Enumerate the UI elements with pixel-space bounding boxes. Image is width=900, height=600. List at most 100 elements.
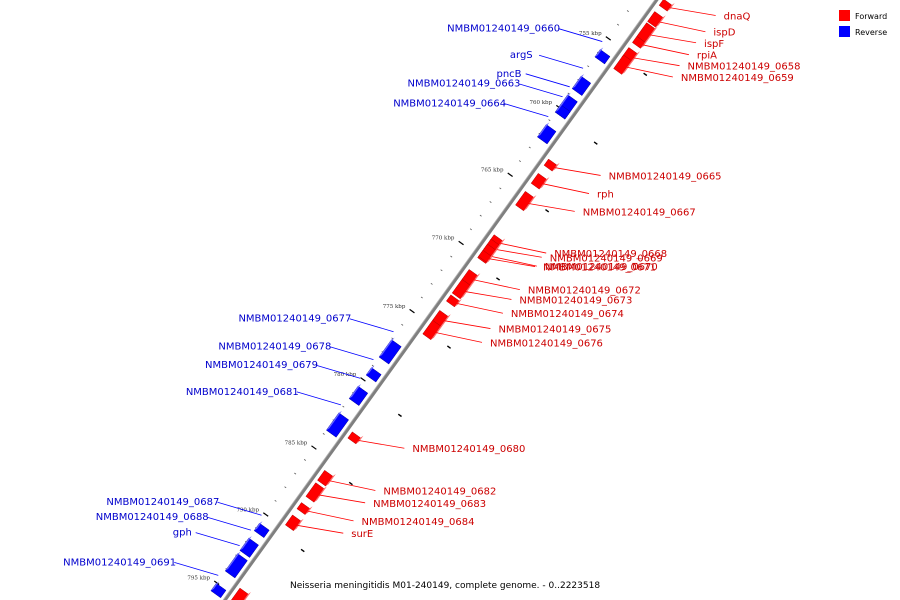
forward-gene-label[interactable]: rpiA <box>697 51 717 62</box>
tick-label: 760 kbp <box>529 100 552 106</box>
tick-mark <box>348 481 353 486</box>
minor-tick-mark <box>518 160 522 163</box>
gene-facet <box>325 474 336 487</box>
gene-leader-line <box>527 203 575 212</box>
forward-gene-NMBM01240149_0683[interactable] <box>305 482 327 503</box>
forward-gene-label[interactable]: NMBM01240149_0682 <box>383 487 496 498</box>
forward-gene-label[interactable]: NMBM01240149_0675 <box>498 325 611 336</box>
forward-gene-label[interactable]: NMBM01240149_0680 <box>412 444 525 455</box>
forward-gene-rph[interactable] <box>530 172 550 190</box>
forward-gene-label[interactable]: NMBM01240149_0669 <box>550 253 663 264</box>
reverse-gene-NMBM01240149_0663[interactable] <box>554 102 571 120</box>
legend-reverse-label: Reverse <box>855 28 887 37</box>
forward-gene-layer: dnaQispDispFrpiANMBM01240149_0658NMBM012… <box>230 0 801 600</box>
forward-gene-NMBM01240149_0684[interactable] <box>296 502 313 515</box>
reverse-gene-label[interactable]: pncB <box>497 69 522 80</box>
forward-gene-label[interactable]: NMBM01240149_0665 <box>609 171 722 182</box>
reverse-gene-label[interactable]: gph <box>173 528 192 539</box>
tick-mark <box>545 208 550 213</box>
tick-mark <box>300 548 305 553</box>
gene-leader-line <box>625 66 673 78</box>
forward-gene-rpiA[interactable] <box>632 35 648 49</box>
forward-gene-label[interactable]: NMBM01240149_0659 <box>681 73 794 84</box>
forward-gene-label[interactable]: NMBM01240149_0671 <box>543 263 656 274</box>
gene-leader-line <box>455 302 504 314</box>
forward-gene-label[interactable]: ispD <box>713 28 735 39</box>
forward-gene-label[interactable]: dnaQ <box>724 11 751 22</box>
reverse-gene-NMBM01240149_0664[interactable] <box>537 122 557 145</box>
forward-gene-label[interactable]: rph <box>597 190 614 201</box>
tick-label: 785 kbp <box>285 440 308 446</box>
forward-gene-label[interactable]: NMBM01240149_0674 <box>511 309 624 320</box>
forward-gene-NMBM01240149_0667[interactable] <box>515 190 537 212</box>
reverse-gene-label[interactable]: argS <box>510 50 533 61</box>
tick-label: 770 kbp <box>432 236 455 242</box>
forward-gene-label[interactable]: NMBM01240149_0667 <box>583 207 696 218</box>
gene-facet <box>539 177 550 190</box>
tick-mark <box>593 141 598 145</box>
forward-gene-label[interactable]: NMBM01240149_0683 <box>373 499 486 510</box>
forward-gene-NMBM01240149_0671[interactable] <box>478 249 495 263</box>
forward-gene-surE[interactable] <box>285 514 304 532</box>
forward-gene-ispD[interactable] <box>647 11 666 28</box>
gene-leader-line <box>315 364 361 379</box>
tick-label: 795 kbp <box>187 575 210 581</box>
forward-gene-NMBM01240149_0659[interactable] <box>613 54 635 75</box>
forward-gene-label[interactable]: surE <box>351 529 373 540</box>
forward-gene-NMBM01240149_0682[interactable] <box>317 469 336 487</box>
legend: Forward Reverse <box>839 10 887 37</box>
forward-gene-NMBM01240149_0680[interactable] <box>347 431 364 445</box>
reverse-gene-label[interactable]: NMBM01240149_0664 <box>393 99 506 110</box>
gene-facet <box>572 74 585 89</box>
forward-gene-label[interactable]: NMBM01240149_0668 <box>554 249 667 260</box>
reverse-gene-NMBM01240149_0678[interactable] <box>365 365 382 383</box>
gene-leader-line <box>499 242 547 254</box>
gene-facet <box>326 410 342 431</box>
forward-gene-NMBM01240149_0676[interactable] <box>422 319 444 341</box>
reverse-gene-NMBM01240149_0681[interactable] <box>326 410 349 438</box>
forward-gene-label[interactable]: NMBM01240149_0672 <box>528 286 641 297</box>
forward-gene-label[interactable]: NMBM01240149_0673 <box>519 295 632 306</box>
reverse-gene-argS[interactable] <box>571 74 592 96</box>
reverse-gene-NMBM01240149_0687[interactable] <box>253 521 270 538</box>
reverse-gene-label[interactable]: NMBM01240149_0679 <box>205 360 318 371</box>
forward-gene-label[interactable]: NMBM01240149_0676 <box>490 338 603 349</box>
reverse-gene-gph[interactable] <box>224 551 248 579</box>
forward-gene-label[interactable]: ispF <box>704 39 724 50</box>
forward-gene-dnaQ[interactable] <box>658 0 675 12</box>
reverse-gene-NMBM01240149_0660[interactable] <box>594 47 611 65</box>
reverse-gene-label[interactable]: NMBM01240149_0663 <box>407 79 520 90</box>
reverse-gene-label[interactable]: NMBM01240149_0677 <box>238 314 351 325</box>
gene-facet <box>355 435 364 444</box>
reverse-gene-NMBM01240149_0691[interactable] <box>210 581 227 599</box>
reverse-gene-label[interactable]: NMBM01240149_0688 <box>96 512 209 523</box>
gene-leader-line <box>558 28 603 42</box>
reverse-gene-NMBM01240149_0679[interactable] <box>348 384 369 406</box>
reverse-gene-NMBM01240149_0677[interactable] <box>378 337 402 365</box>
reverse-gene-label[interactable]: NMBM01240149_0678 <box>218 342 331 353</box>
tick-label: 790 kbp <box>236 507 259 513</box>
minor-tick-mark <box>469 228 472 231</box>
tick-mark <box>213 580 220 585</box>
gene-leader-line <box>357 439 405 449</box>
reverse-gene-label[interactable]: NMBM01240149_0660 <box>447 24 560 35</box>
gene-leader-line <box>206 516 251 531</box>
forward-gene-label[interactable]: NMBM01240149_0670 <box>545 262 658 273</box>
forward-gene-label[interactable]: NMBM01240149_0658 <box>688 62 801 73</box>
forward-gene-NMBM01240149_0674[interactable] <box>446 294 462 308</box>
reverse-gene-NMBM01240149_0688[interactable] <box>239 536 259 558</box>
forward-gene-label[interactable]: NMBM01240149_0684 <box>362 517 475 528</box>
forward-gene-NMBM01240149_0673[interactable] <box>451 279 474 300</box>
tick-label: 755 kbp <box>579 31 602 37</box>
gene-facet <box>225 551 241 571</box>
gene-facet <box>555 102 564 113</box>
minor-tick-mark <box>617 23 620 26</box>
gene-facet <box>486 254 495 263</box>
reverse-gene-layer: NMBM01240149_0660argSpncBNMBM01240149_06… <box>63 24 611 599</box>
forward-gene-NMBM01240149_0686[interactable] <box>230 587 252 600</box>
reverse-gene-label[interactable]: NMBM01240149_0687 <box>106 497 219 508</box>
minor-tick-mark <box>587 65 590 68</box>
reverse-gene-label[interactable]: NMBM01240149_0681 <box>186 387 299 398</box>
forward-gene-NMBM01240149_0665[interactable] <box>543 158 560 172</box>
reverse-gene-label[interactable]: NMBM01240149_0691 <box>63 557 176 568</box>
